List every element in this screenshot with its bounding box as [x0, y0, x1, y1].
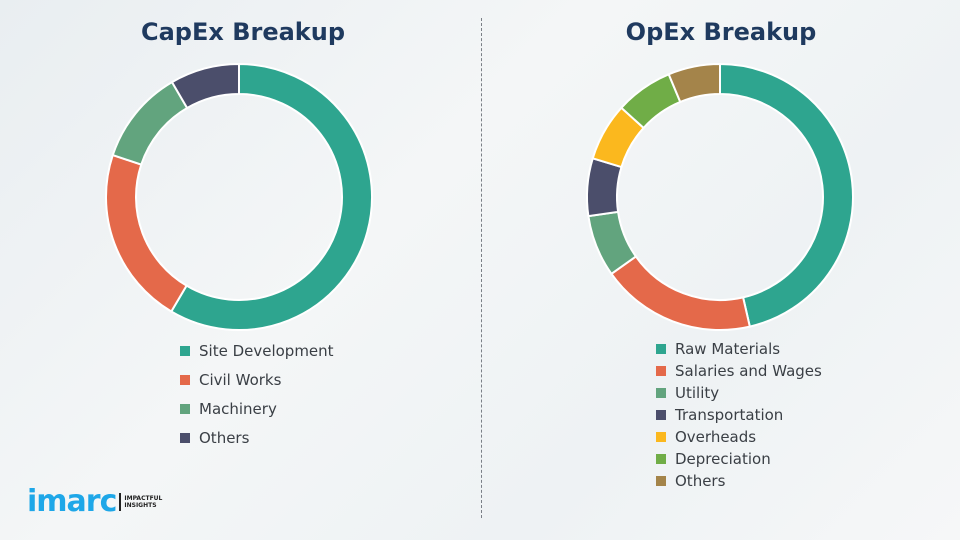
- opex-legend-item: Utility: [656, 382, 822, 404]
- opex-legend-item: Transportation: [656, 404, 822, 426]
- opex-slice-transportation: [586, 157, 623, 218]
- legend-swatch: [180, 345, 190, 356]
- legend-label: Utility: [675, 384, 720, 402]
- legend-label: Site Development: [199, 341, 334, 360]
- legend-label: Overheads: [675, 428, 757, 446]
- capex-legend: Site Development Civil Works Machinery Othe…: [180, 336, 334, 452]
- opex-legend: Raw Materials Salaries and Wages Utility Tr…: [656, 338, 822, 492]
- legend-label: Transportation: [675, 406, 784, 424]
- logo-divider: [119, 492, 122, 511]
- opex-legend-item: Depreciation: [656, 448, 822, 470]
- legend-label: Civil Works: [199, 370, 282, 389]
- opex-legend-item: Overheads: [656, 426, 822, 448]
- legend-swatch: [180, 432, 190, 443]
- opex-legend-item: Raw Materials: [656, 338, 822, 360]
- legend-swatch: [656, 388, 666, 398]
- legend-label: Raw Materials: [675, 340, 781, 358]
- legend-swatch: [656, 410, 666, 420]
- legend-swatch: [180, 403, 190, 414]
- imarc-logo: imarc IMPACTFUL INSIGHTS: [27, 484, 162, 519]
- opex-legend-item: Others: [656, 470, 822, 492]
- capex-slice-site-development: [169, 62, 373, 331]
- capex-legend-item: Machinery: [180, 394, 334, 423]
- legend-label: Others: [199, 428, 250, 447]
- capex-legend-item: Civil Works: [180, 365, 334, 394]
- legend-label: Others: [675, 472, 726, 490]
- capex-title: CapEx Breakup: [140, 18, 346, 46]
- logo-tagline: IMPACTFUL INSIGHTS: [124, 494, 163, 509]
- legend-label: Machinery: [199, 399, 277, 418]
- legend-swatch: [656, 476, 666, 486]
- logo-word: imarc: [27, 484, 117, 519]
- capex-slice-others: [170, 62, 240, 110]
- legend-swatch: [656, 344, 666, 354]
- opex-slice-others: [667, 62, 721, 104]
- opex-legend-item: Salaries and Wages: [656, 360, 822, 382]
- capex-legend-item: Others: [180, 423, 334, 452]
- capex-legend-item: Site Development: [180, 336, 334, 365]
- opex-title: OpEx Breakup: [625, 18, 817, 46]
- legend-swatch: [656, 454, 666, 464]
- opex-slice-raw-materials: [719, 62, 854, 328]
- divider: [481, 18, 482, 518]
- legend-label: Depreciation: [675, 450, 771, 468]
- legend-label: Salaries and Wages: [675, 362, 822, 380]
- legend-swatch: [656, 432, 666, 442]
- legend-swatch: [656, 366, 666, 376]
- legend-swatch: [180, 374, 190, 385]
- opex-slice-salaries-and-wages: [610, 255, 752, 331]
